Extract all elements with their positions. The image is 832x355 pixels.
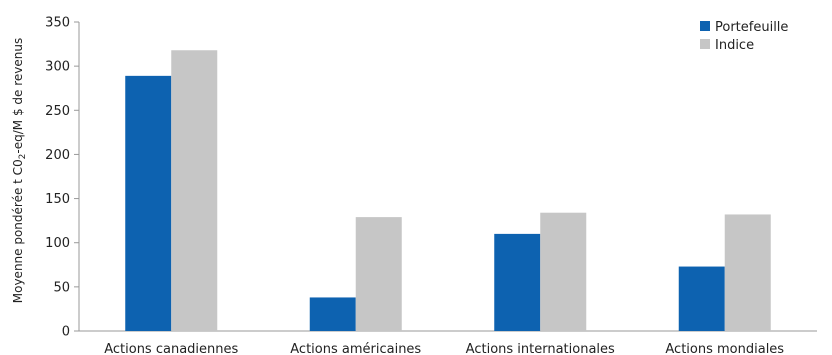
y-axis-label: Moyenne pondérée t C02-eq/M $ de revenus [11, 38, 28, 303]
legend: Portefeuille Indice [700, 20, 788, 53]
y-tick-label: 50 [53, 280, 70, 295]
y-ticks: 0 50 100 150 200 250 300 350 [45, 16, 79, 340]
bar-portefeuille-actions-internationales [494, 233, 541, 331]
legend-swatch-indice [700, 39, 710, 49]
y-tick-label: 150 [45, 192, 70, 207]
y-axis-label-suffix: -eq/M $ de revenus [11, 38, 25, 154]
bar-indice-actions-internationales [540, 212, 587, 331]
y-tick-label: 350 [45, 16, 70, 31]
x-tick-label: Actions canadiennes [104, 342, 238, 355]
legend-label-indice: Indice [715, 38, 754, 53]
y-axis-label-subscript: 2 [18, 154, 28, 160]
bar-indice-actions-mondiales [724, 214, 771, 331]
y-axis-label-prefix: Moyenne pondérée t C0 [11, 159, 25, 303]
y-tick-label: 300 [45, 60, 70, 75]
bar-portefeuille-actions-canadiennes [125, 75, 172, 332]
x-tick-label: Actions mondiales [665, 342, 784, 355]
y-tick-label: 100 [45, 236, 70, 251]
x-category-labels: Actions canadiennes Actions américaines Ac… [104, 342, 784, 355]
x-tick-label: Actions internationales [466, 342, 615, 355]
bar-portefeuille-actions-americaines [309, 297, 356, 331]
legend-label-portefeuille: Portefeuille [715, 20, 788, 35]
bars [125, 50, 771, 332]
y-tick-label: 0 [62, 325, 70, 340]
y-tick-label: 200 [45, 148, 70, 163]
y-tick-label: 250 [45, 104, 70, 119]
x-tick-label: Actions américaines [290, 342, 421, 355]
legend-swatch-portefeuille [700, 21, 710, 31]
bar-indice-actions-canadiennes [171, 50, 218, 331]
bar-portefeuille-actions-mondiales [678, 266, 725, 331]
bar-indice-actions-americaines [355, 217, 402, 331]
